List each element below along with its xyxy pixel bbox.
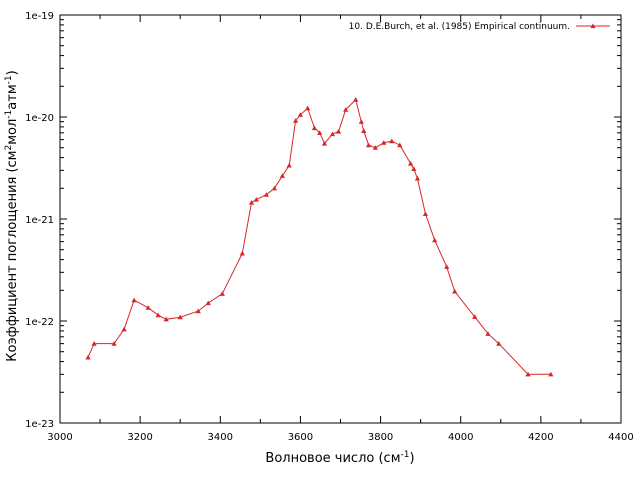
x-axis: 3000 3200 3400 3600 3800 4000 4200 4400 — [47, 15, 634, 443]
plot-frame — [59, 14, 622, 424]
data-point — [145, 305, 151, 310]
x-tick-label: 3400 — [208, 432, 233, 443]
data-point — [548, 371, 554, 377]
series-group — [85, 97, 554, 377]
data-point — [381, 140, 387, 145]
data-point — [335, 128, 342, 134]
data-point — [297, 112, 304, 117]
x-tick-label: 3800 — [368, 432, 393, 443]
plot-frame-border — [59, 14, 622, 424]
x-tick-label: 3600 — [288, 432, 313, 443]
data-point — [205, 300, 211, 306]
x-tick-label: 4200 — [528, 432, 553, 443]
data-point — [496, 341, 502, 346]
data-point — [372, 145, 378, 150]
data-point — [414, 175, 421, 181]
data-point — [111, 341, 117, 346]
data-point — [279, 173, 285, 178]
data-point — [219, 291, 225, 296]
y-tick-label: 1e-23 — [25, 419, 54, 430]
data-point — [293, 118, 299, 123]
data-point — [263, 192, 269, 197]
data-point — [248, 199, 255, 205]
x-axis-title: Волновое число (см-1) — [265, 450, 414, 466]
legend-label: 10. D.E.Burch, et al. (1985) Empirical c… — [349, 22, 570, 32]
data-point — [311, 125, 318, 131]
data-point — [472, 314, 478, 319]
data-point — [163, 316, 169, 322]
data-point — [353, 97, 359, 102]
data-point — [271, 185, 277, 191]
data-point — [444, 264, 450, 269]
data-point — [85, 354, 91, 360]
data-point — [343, 107, 349, 112]
data-point — [361, 128, 367, 134]
data-point — [131, 297, 137, 303]
data-point — [408, 160, 414, 166]
data-point — [121, 326, 127, 332]
data-point — [525, 371, 531, 377]
data-point — [397, 142, 403, 148]
data-point — [177, 314, 183, 320]
data-point — [321, 140, 328, 146]
y-axis-title: Коэффициент поглощения (см2мол-1атм-1) — [4, 70, 20, 361]
data-point — [422, 211, 429, 217]
legend: 10. D.E.Burch, et al. (1985) Empirical c… — [349, 22, 610, 32]
series-line — [87, 98, 551, 375]
data-point — [432, 237, 438, 243]
data-point — [155, 312, 161, 318]
x-tick-label: 4400 — [608, 432, 633, 443]
data-point — [253, 196, 259, 202]
data-point — [305, 105, 311, 111]
data-point — [317, 130, 323, 135]
data-point — [91, 341, 97, 346]
y-tick-label: 1e-22 — [25, 317, 54, 328]
data-point — [329, 131, 336, 137]
y-tick-label: 1e-20 — [25, 113, 54, 124]
legend-marker — [590, 23, 596, 29]
data-point — [452, 288, 458, 294]
y-tick-label: 1e-21 — [25, 215, 54, 226]
data-point — [358, 119, 364, 124]
data-point — [411, 166, 417, 171]
x-tick-label: 4000 — [448, 432, 473, 443]
data-point — [195, 308, 201, 314]
data-point — [239, 250, 245, 256]
data-point — [389, 138, 395, 144]
data-point — [365, 142, 372, 148]
y-tick-label: 1e-19 — [25, 11, 54, 22]
y-axis: 1e-23 1e-22 1e-21 1e-20 1e-19 — [25, 11, 621, 430]
data-point — [485, 331, 491, 336]
x-tick-label: 3200 — [127, 432, 152, 443]
x-tick-label: 3000 — [47, 432, 72, 443]
data-point — [286, 162, 292, 168]
